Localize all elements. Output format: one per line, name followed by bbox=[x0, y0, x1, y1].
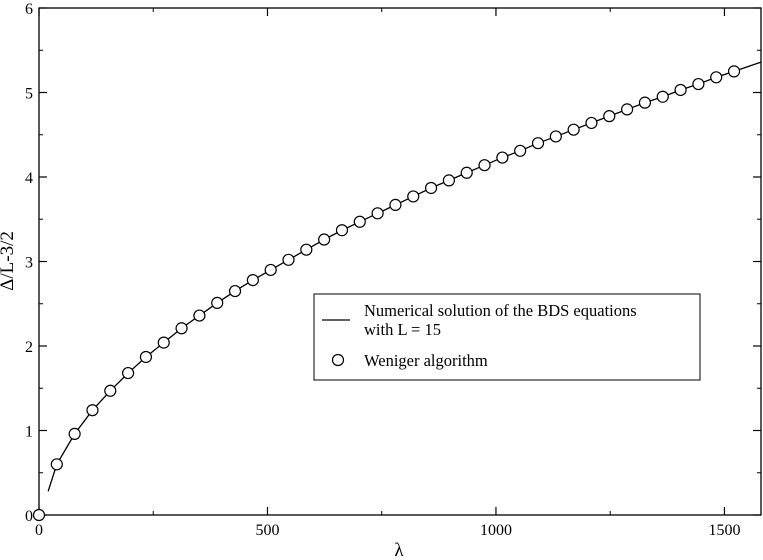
data-point bbox=[228, 284, 242, 298]
legend-box bbox=[313, 293, 701, 381]
data-point bbox=[371, 207, 384, 220]
data-point bbox=[531, 137, 545, 150]
data-point bbox=[442, 174, 455, 187]
data-point bbox=[389, 198, 402, 211]
data-point bbox=[175, 322, 188, 335]
data-point bbox=[478, 159, 491, 172]
y-tick-label: 4 bbox=[25, 170, 33, 187]
y-tick-label: 2 bbox=[25, 339, 33, 356]
data-point bbox=[692, 77, 705, 91]
y-tick-label: 6 bbox=[25, 1, 33, 18]
x-tick-label: 0 bbox=[35, 522, 43, 539]
data-point bbox=[514, 144, 527, 157]
data-point bbox=[603, 110, 616, 123]
data-point bbox=[32, 508, 46, 522]
legend-line-label-2: with L = 15 bbox=[364, 320, 441, 339]
data-point bbox=[621, 103, 634, 116]
y-tick-label: 3 bbox=[25, 255, 33, 272]
data-point bbox=[318, 233, 331, 246]
data-point bbox=[727, 65, 741, 78]
data-point bbox=[710, 71, 723, 84]
x-tick-label: 500 bbox=[255, 522, 279, 539]
data-point bbox=[424, 181, 438, 195]
data-point bbox=[211, 296, 224, 310]
plot-frame bbox=[38, 7, 762, 516]
data-point bbox=[264, 263, 277, 277]
series-markers-weniger bbox=[32, 65, 741, 522]
data-point bbox=[86, 404, 99, 417]
data-point bbox=[460, 166, 473, 179]
data-point bbox=[246, 273, 259, 287]
data-point bbox=[68, 427, 81, 440]
y-tick-label: 0 bbox=[25, 508, 33, 525]
data-point bbox=[567, 123, 580, 136]
legend-marker-swatch bbox=[331, 353, 345, 367]
y-tick-label: 5 bbox=[25, 86, 33, 103]
data-point bbox=[407, 190, 420, 203]
data-point bbox=[585, 116, 598, 130]
data-point bbox=[674, 83, 687, 97]
data-point bbox=[122, 366, 135, 380]
data-point bbox=[157, 336, 170, 349]
data-point bbox=[139, 350, 153, 364]
series-line-numerical bbox=[47, 61, 762, 492]
data-point bbox=[282, 253, 295, 266]
data-point bbox=[656, 90, 669, 103]
y-axis-title: Δ/L-3/2 bbox=[0, 231, 18, 291]
legend-marker-label: Weniger algorithm bbox=[364, 351, 488, 370]
data-point bbox=[549, 130, 562, 143]
data-point bbox=[193, 309, 206, 322]
data-point bbox=[300, 243, 313, 256]
data-point bbox=[335, 224, 349, 237]
data-point bbox=[104, 384, 117, 397]
axis-ticks bbox=[38, 7, 761, 516]
x-axis-title: λ bbox=[394, 540, 404, 560]
x-tick-label: 1000 bbox=[480, 522, 512, 539]
legend: Numerical solution of the BDS equations … bbox=[313, 293, 701, 381]
data-point bbox=[50, 458, 63, 471]
x-tick-label: 1500 bbox=[708, 522, 740, 539]
tick-labels: 0 500 1000 1500 0 1 2 3 4 5 6 bbox=[25, 1, 740, 539]
data-point bbox=[496, 151, 509, 164]
legend-line-label-1: Numerical solution of the BDS equations bbox=[364, 301, 637, 320]
y-tick-label: 1 bbox=[25, 424, 33, 441]
data-point bbox=[638, 96, 652, 109]
data-point bbox=[353, 215, 366, 228]
